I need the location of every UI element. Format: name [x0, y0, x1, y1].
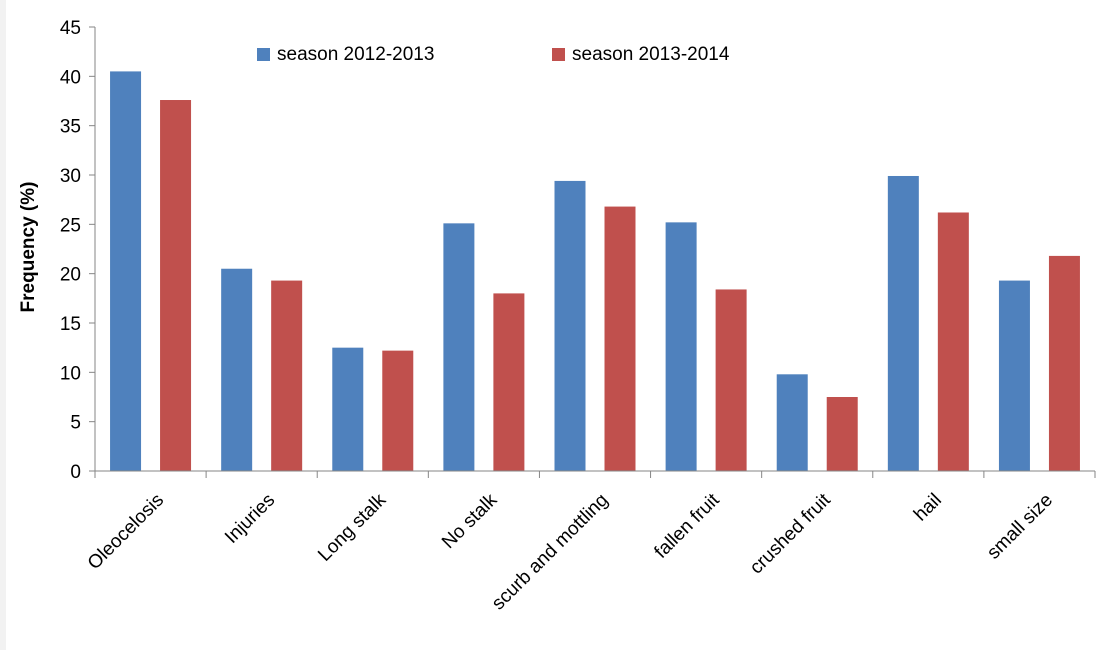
- legend-swatch: [552, 48, 565, 61]
- bar-series1: [998, 280, 1030, 471]
- bar-series1: [221, 268, 253, 471]
- x-tick-label: crushed fruit: [746, 489, 835, 578]
- bar-series1: [665, 222, 697, 471]
- bar-series2: [1048, 255, 1080, 471]
- bar-series2: [160, 100, 192, 471]
- y-tick-label: 5: [70, 413, 81, 434]
- x-tick-label: Injuries: [221, 490, 279, 548]
- legend-label: season 2012-2013: [277, 44, 434, 65]
- x-ticks: Oleocelosis Injuries Long stalk No stalkscu…: [84, 471, 1096, 615]
- left-margin-strip: [0, 0, 6, 650]
- bar-series1: [332, 347, 364, 471]
- bar-series1: [776, 374, 808, 471]
- y-ticks: 0 5 10 15 20 25 30 35 40 45: [60, 18, 95, 483]
- bars-layer: [110, 71, 1080, 472]
- x-tick-label: Long stalk: [314, 489, 390, 565]
- x-tick-label: small size: [983, 490, 1057, 564]
- y-axis-title: Frequency (%): [18, 182, 39, 313]
- y-tick-label: 20: [60, 265, 81, 286]
- y-tick-label: 25: [60, 215, 81, 236]
- y-tick-label: 40: [60, 67, 81, 88]
- x-tick-label: fallen fruit: [651, 489, 725, 563]
- bar-series1: [443, 223, 475, 471]
- x-tick-label: Oleocelosis: [84, 490, 168, 574]
- y-tick-label: 30: [60, 166, 81, 187]
- y-tick-label: 0: [70, 462, 81, 483]
- bar-series1: [887, 175, 919, 471]
- axes-layer: [94, 27, 1095, 472]
- y-tick-label: 10: [60, 363, 81, 384]
- legend-swatch: [257, 48, 270, 61]
- legend: season 2012-2013 season 2013-2014: [257, 44, 730, 65]
- legend-label: season 2013-2014: [572, 44, 730, 65]
- bar-series2: [937, 212, 969, 471]
- bar-series2: [271, 280, 303, 471]
- y-tick-label: 45: [60, 18, 81, 39]
- y-tick-label: 35: [60, 117, 81, 138]
- bar-series2: [826, 397, 858, 471]
- x-tick-label: scurb and mottling: [488, 490, 613, 615]
- y-tick-label: 15: [60, 314, 81, 335]
- bar-series1: [554, 180, 586, 472]
- bar-series2: [604, 206, 636, 471]
- bar-series1: [110, 71, 142, 472]
- bar-series2: [715, 289, 747, 471]
- x-tick-label: No stalk: [438, 489, 502, 553]
- x-tick-label: hail: [910, 490, 946, 526]
- bar-series2: [382, 350, 414, 471]
- bar-series2: [493, 293, 525, 471]
